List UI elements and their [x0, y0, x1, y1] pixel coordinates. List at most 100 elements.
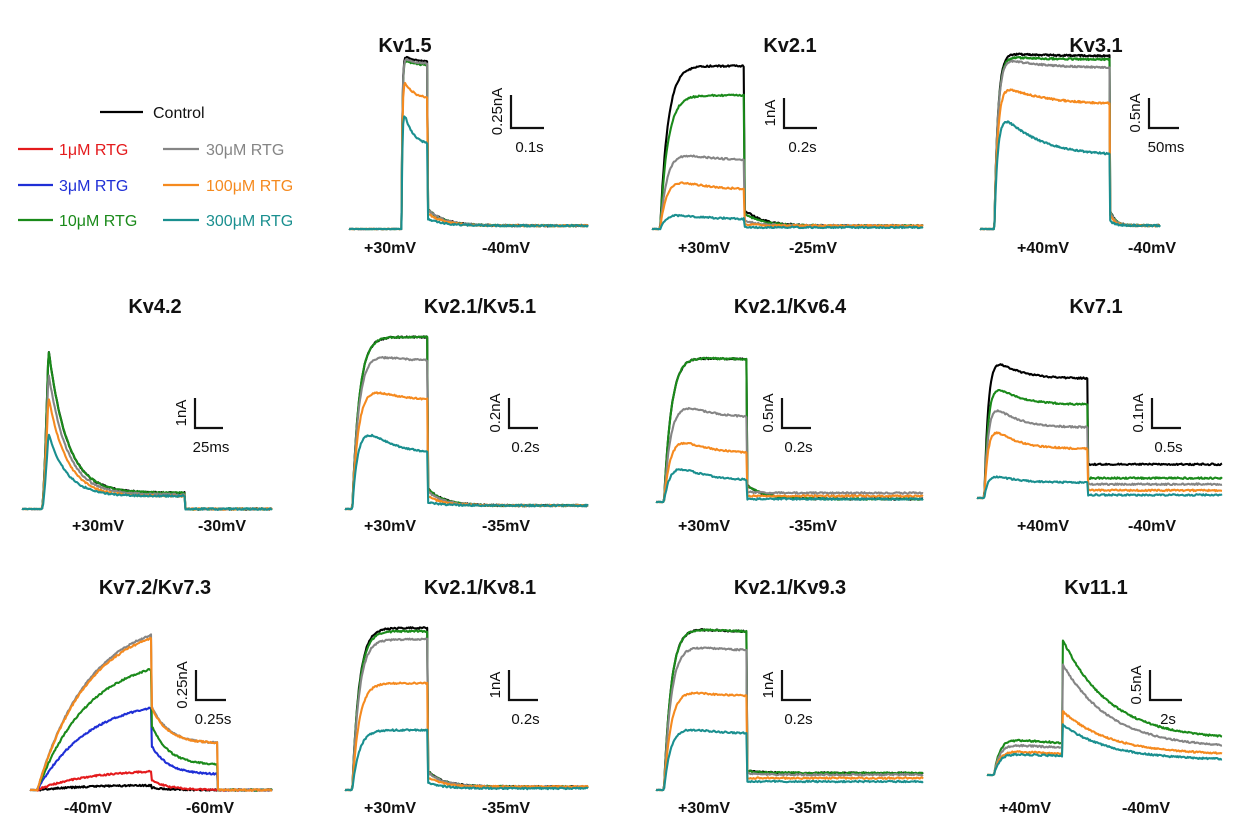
voltage-label: -40mV — [1128, 518, 1176, 535]
trace-300um-rtg — [21, 433, 273, 511]
trace-10um-rtg — [344, 629, 589, 792]
voltage-label: +30mV — [364, 800, 416, 817]
trace-300um-rtg — [344, 728, 589, 792]
voltage-label: -40mV — [64, 800, 112, 817]
scale-bar-time-label: 0.5s — [1154, 439, 1182, 456]
legend-entry-10um-rtg: 10μM RTG — [18, 213, 137, 230]
voltage-label: +40mV — [999, 800, 1051, 817]
trace-30um-rtg — [344, 637, 589, 792]
panel-kv1-5: Kv1.5 0.25nA 0.1s +30mV -40mV — [348, 35, 589, 257]
trace-100um-rtg — [348, 81, 589, 231]
trace-10um-rtg — [655, 356, 924, 504]
voltage-label: -35mV — [482, 518, 530, 535]
panel-title: Kv2.1/Kv8.1 — [424, 577, 536, 599]
scale-bar — [194, 670, 226, 702]
panel-kv7-1: Kv7.1 0.1nA 0.5s +40mV -40mV — [976, 296, 1223, 535]
legend-entry-300um-rtg: 300μM RTG — [163, 213, 293, 230]
voltage-label: -40mV — [482, 240, 530, 257]
trace-10um-rtg — [655, 628, 924, 792]
scale-bar-time-label: 0.25s — [195, 711, 232, 728]
scale-bar — [1147, 98, 1179, 130]
scale-bar — [507, 398, 538, 430]
voltage-label: -40mV — [1122, 800, 1170, 817]
legend-entry-30um-rtg: 30μM RTG — [163, 142, 284, 159]
trace-300um-rtg — [344, 433, 589, 511]
trace-10um-rtg — [979, 56, 1161, 231]
scale-bar-current-label: 0.25nA — [174, 661, 191, 709]
scale-bar — [193, 398, 223, 430]
scale-bar — [509, 95, 544, 130]
legend-entry-3um-rtg: 3μM RTG — [18, 178, 128, 195]
voltage-label: +30mV — [678, 800, 730, 817]
trace-100um-rtg — [655, 691, 924, 792]
panel-title: Kv2.1/Kv5.1 — [424, 296, 536, 318]
panel-kv2-1-kv8-1: Kv2.1/Kv8.1 1nA 0.2s +30mV -35mV — [344, 577, 589, 817]
legend: Control 1μM RTG 3μM RTG 10μM RTG 30μM RTG 100… — [18, 105, 293, 230]
voltage-label: +30mV — [678, 240, 730, 257]
scale-bar-time-label: 2s — [1160, 711, 1176, 728]
scale-bar-current-label: 1nA — [762, 100, 779, 127]
trace-100um-rtg — [986, 710, 1223, 777]
voltage-label: +30mV — [72, 518, 124, 535]
voltage-label: +30mV — [364, 240, 416, 257]
trace-30um-rtg — [976, 409, 1223, 500]
scale-bar-current-label: 0.5nA — [1127, 93, 1144, 132]
trace-30um-rtg — [655, 646, 924, 792]
trace-100um-rtg — [344, 391, 589, 511]
trace-300um-rtg — [655, 468, 924, 504]
trace-10um-rtg — [348, 59, 589, 231]
legend-entry-control: Control — [100, 105, 205, 122]
panel-title: Kv4.2 — [128, 296, 181, 318]
scale-bar-current-label: 0.2nA — [487, 393, 504, 432]
legend-label: Control — [153, 105, 205, 122]
trace-300um-rtg — [986, 723, 1223, 777]
scale-bar-current-label: 0.25nA — [489, 88, 506, 136]
legend-label: 10μM RTG — [59, 213, 137, 230]
scale-bar — [1150, 398, 1181, 430]
trace-control — [976, 363, 1223, 500]
scale-bar-time-label: 50ms — [1148, 139, 1185, 156]
legend-label: 3μM RTG — [59, 178, 128, 195]
scale-bar-current-label: 1nA — [487, 672, 504, 699]
scale-bar-time-label: 0.2s — [788, 139, 816, 156]
trace-30um-rtg — [651, 154, 924, 231]
trace-control — [344, 626, 589, 792]
trace-300um-rtg — [348, 115, 589, 231]
voltage-label: +30mV — [678, 518, 730, 535]
scale-bar-current-label: 0.5nA — [1128, 665, 1145, 704]
scale-bar — [507, 670, 538, 702]
scale-bar-time-label: 25ms — [193, 439, 230, 456]
trace-control — [979, 52, 1161, 231]
panel-kv2-1: Kv2.1 1nA 0.2s +30mV -25mV — [651, 35, 924, 257]
trace-300um-rtg — [976, 475, 1223, 500]
legend-label: 30μM RTG — [206, 142, 284, 159]
scale-bar-time-label: 0.2s — [784, 439, 812, 456]
voltage-label: -30mV — [198, 518, 246, 535]
trace-300um-rtg — [655, 728, 924, 792]
scale-bar — [782, 98, 817, 130]
trace-100um-rtg — [651, 181, 924, 231]
panel-title: Kv3.1 — [1069, 35, 1122, 57]
trace-100um-rtg — [976, 431, 1223, 500]
scale-bar-time-label: 0.1s — [515, 139, 543, 156]
scale-bar-current-label: 0.5nA — [760, 393, 777, 432]
panel-kv2-1-kv9-3: Kv2.1/Kv9.3 1nA 0.2s +30mV -35mV — [655, 577, 924, 817]
trace-10um-rtg — [976, 388, 1223, 500]
trace-100um-rtg — [29, 636, 273, 792]
trace-10um-rtg — [651, 93, 924, 231]
panel-title: Kv11.1 — [1064, 577, 1127, 599]
scale-bar-time-label: 0.2s — [784, 711, 812, 728]
voltage-label: +40mV — [1017, 240, 1069, 257]
panel-title: Kv7.1 — [1069, 296, 1122, 318]
trace-control — [655, 356, 924, 504]
scale-bar-current-label: 1nA — [760, 672, 777, 699]
panel-kv11-1: Kv11.1 0.5nA 2s +40mV -40mV — [986, 577, 1223, 817]
trace-10um-rtg — [344, 335, 589, 511]
voltage-label: +40mV — [1017, 518, 1069, 535]
panel-title: Kv7.2/Kv7.3 — [99, 577, 211, 599]
scale-bar-time-label: 0.2s — [511, 711, 539, 728]
trace-10um-rtg — [986, 639, 1223, 777]
trace-300um-rtg — [979, 120, 1161, 231]
